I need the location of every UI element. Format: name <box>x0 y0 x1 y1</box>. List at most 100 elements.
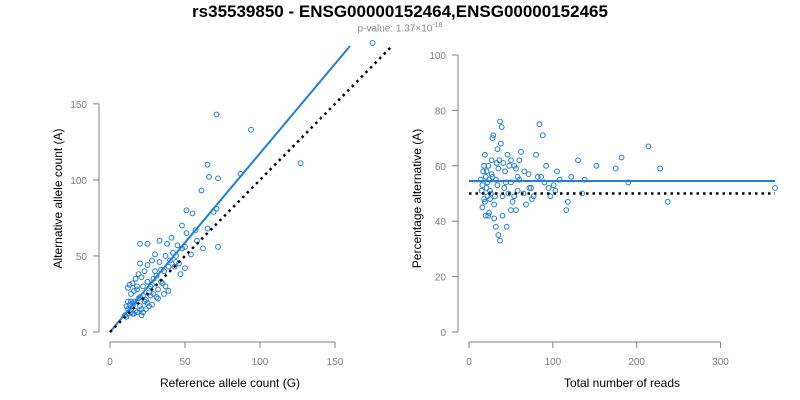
data-point <box>496 157 503 164</box>
data-point <box>126 281 133 288</box>
p-value-text: p-value: 1.37×10 <box>357 23 433 35</box>
data-point <box>664 198 671 205</box>
data-point <box>497 118 503 125</box>
data-point <box>137 294 143 300</box>
x-tick-label: 100 <box>252 357 269 368</box>
y-tick-label: 0 <box>440 328 446 339</box>
data-point <box>125 284 131 291</box>
data-point <box>494 146 501 153</box>
data-point <box>563 207 570 214</box>
data-point <box>128 291 134 297</box>
data-point <box>141 298 148 305</box>
data-point <box>152 268 158 275</box>
data-point <box>140 309 146 316</box>
data-point <box>134 283 140 290</box>
data-point <box>492 193 498 200</box>
data-point <box>167 257 173 264</box>
data-point <box>162 253 169 259</box>
data-point <box>513 207 519 214</box>
data-point <box>183 230 190 237</box>
data-point <box>484 193 491 200</box>
data-point <box>504 151 511 158</box>
data-point <box>488 171 495 178</box>
x-tick-label: 0 <box>466 357 472 368</box>
data-point <box>150 291 157 297</box>
data-point <box>489 135 496 142</box>
data-point <box>215 175 221 182</box>
data-point <box>491 215 498 222</box>
data-point <box>183 207 190 214</box>
data-point <box>508 157 514 164</box>
data-point <box>565 198 571 205</box>
data-point <box>645 143 652 150</box>
y-tick-label: 40 <box>435 217 447 228</box>
data-point <box>297 160 304 167</box>
data-point <box>526 185 533 191</box>
data-point <box>534 173 541 180</box>
data-point <box>533 151 539 158</box>
data-point <box>137 260 143 267</box>
data-point <box>159 280 166 287</box>
data-point <box>556 176 563 183</box>
data-point <box>499 212 506 219</box>
x-axis-title: Reference allele count (G) <box>160 376 300 390</box>
data-point <box>511 162 518 169</box>
data-point <box>174 242 181 249</box>
data-point <box>490 132 497 139</box>
data-point <box>538 173 544 180</box>
data-point <box>149 257 155 264</box>
data-point <box>177 271 184 278</box>
data-point <box>481 162 487 169</box>
data-point <box>488 157 495 164</box>
data-point <box>528 196 535 202</box>
data-point <box>131 310 137 317</box>
data-point <box>135 271 142 278</box>
data-point <box>156 237 163 244</box>
data-point <box>509 198 516 205</box>
data-point <box>479 204 486 211</box>
data-point <box>134 286 140 293</box>
data-point <box>547 193 554 200</box>
data-point <box>503 223 510 230</box>
data-point <box>657 165 664 172</box>
data-point <box>485 212 492 219</box>
data-point <box>155 295 161 302</box>
data-point <box>625 179 632 186</box>
y-tick-label: 50 <box>76 252 88 263</box>
data-point <box>772 185 778 191</box>
data-point <box>188 251 194 258</box>
data-point <box>495 165 502 172</box>
data-point <box>486 209 493 216</box>
data-point <box>492 223 499 230</box>
data-point <box>369 40 376 46</box>
data-point <box>505 190 512 197</box>
x-tick-label: 200 <box>628 357 645 368</box>
data-point <box>593 162 600 169</box>
y-tick-label: 150 <box>70 100 87 111</box>
data-point <box>541 179 548 186</box>
chart-subtitle: p-value: 1.37×10-18 <box>0 22 800 34</box>
data-point <box>521 168 528 175</box>
data-point <box>525 171 532 178</box>
data-point <box>200 245 206 252</box>
data-point <box>144 240 151 247</box>
data-point <box>198 187 205 194</box>
data-point <box>248 126 254 133</box>
data-point <box>155 286 161 293</box>
x-tick-label: 100 <box>544 357 561 368</box>
data-point <box>482 212 489 219</box>
data-point <box>477 176 484 183</box>
data-point <box>144 300 151 307</box>
data-point <box>550 182 557 189</box>
data-point <box>204 225 211 232</box>
data-point <box>153 294 160 300</box>
data-point <box>143 297 149 303</box>
data-point <box>144 262 151 268</box>
data-point <box>528 185 534 191</box>
data-point <box>494 182 501 189</box>
data-point <box>204 161 211 168</box>
data-point <box>497 140 504 147</box>
data-point <box>179 222 185 229</box>
x-axis-title: Total number of reads <box>564 376 680 390</box>
